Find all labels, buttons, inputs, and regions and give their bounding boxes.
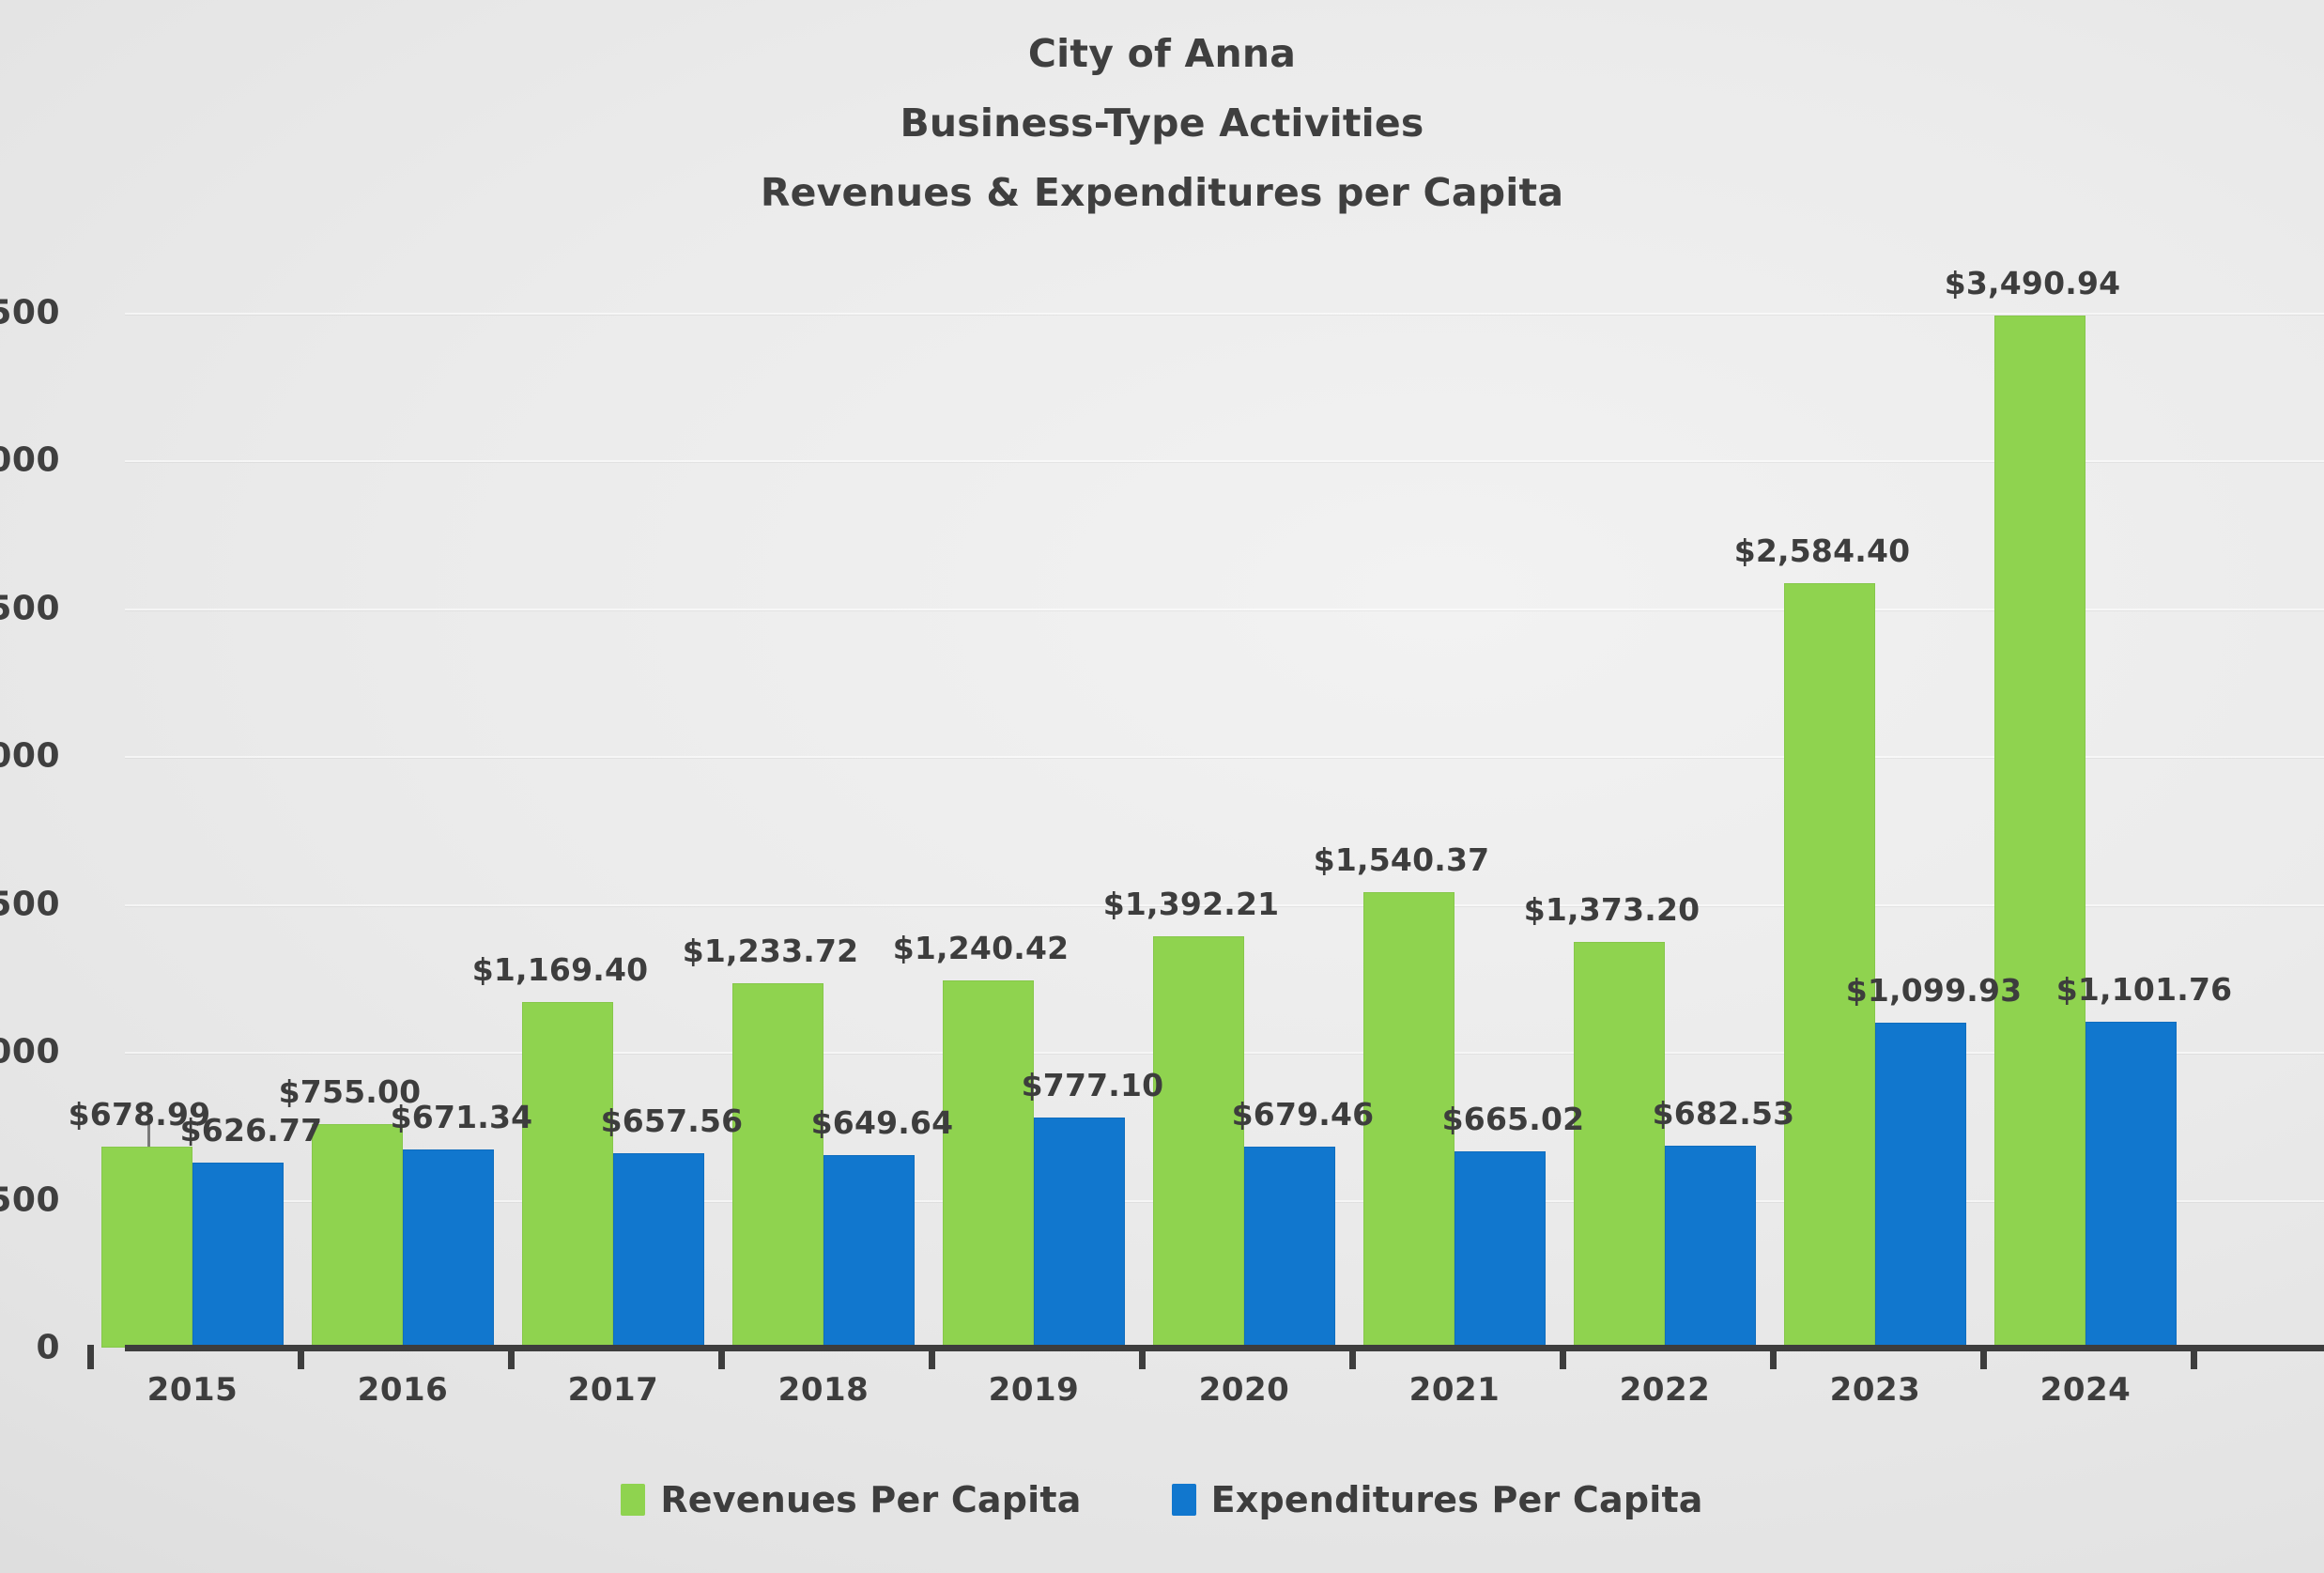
gridline-2500 [125, 608, 2324, 610]
value-label-expenditures-2018: $649.64 [810, 1104, 954, 1142]
value-label-expenditures-2021: $665.02 [1441, 1100, 1585, 1137]
bar-revenues-2021[interactable] [1363, 892, 1454, 1348]
bar-expenditures-2021[interactable] [1454, 1150, 1546, 1348]
legend-swatch-icon [621, 1484, 646, 1516]
bar-expenditures-2018[interactable] [823, 1155, 915, 1348]
bar-expenditures-2016[interactable] [403, 1149, 494, 1348]
page-title: City of Anna Business-Type Activities Re… [0, 19, 2324, 227]
y-axis-tick-label: 2,500 [0, 589, 60, 628]
value-label-revenues-2021: $1,540.37 [1313, 841, 1490, 878]
gridline-2000 [125, 756, 2324, 759]
value-label-expenditures-2024: $1,101.76 [2055, 971, 2233, 1009]
bar-expenditures-2019[interactable] [1034, 1118, 1125, 1348]
value-label-expenditures-2020: $679.46 [1231, 1096, 1375, 1133]
value-label-expenditures-2022: $682.53 [1652, 1095, 1795, 1133]
value-label-revenues-2020: $1,392.21 [1102, 885, 1280, 922]
x-axis-tick-mark [1770, 1345, 1777, 1369]
bar-revenues-2020[interactable] [1153, 935, 1244, 1348]
y-axis-tick-label: 3,500 [0, 293, 60, 332]
value-label-revenues-2023: $2,584.40 [1733, 532, 1911, 570]
value-label-expenditures-2015: $626.77 [179, 1111, 323, 1149]
legend-label: Expenditures Per Capita [1210, 1479, 1703, 1520]
x-axis-label-2019: 2019 [988, 1371, 1080, 1409]
y-axis-tick-label: 0 [36, 1328, 60, 1367]
bar-expenditures-2023[interactable] [1875, 1022, 1966, 1348]
x-axis-label-2023: 2023 [1829, 1371, 1921, 1409]
plot-area [101, 313, 2324, 1348]
x-axis-tick-mark [929, 1345, 935, 1369]
x-axis-label-2016: 2016 [357, 1371, 449, 1409]
gridline-3000 [125, 460, 2324, 463]
x-axis-label-2022: 2022 [1619, 1371, 1711, 1409]
bar-revenues-2023[interactable] [1784, 583, 1875, 1348]
value-label-revenues-2024: $3,490.94 [1944, 264, 2121, 301]
value-label-expenditures-2017: $657.56 [600, 1102, 744, 1139]
x-axis-label-2021: 2021 [1408, 1371, 1501, 1409]
bar-revenues-2017[interactable] [522, 1001, 613, 1348]
legend-label: Revenues Per Capita [660, 1479, 1082, 1520]
value-label-revenues-2017: $1,169.40 [471, 950, 649, 988]
value-label-revenues-2016: $755.00 [278, 1073, 422, 1111]
value-label-expenditures-2016: $671.34 [390, 1098, 533, 1135]
value-label-revenues-2015: $678.99 [68, 1096, 211, 1133]
y-axis-tick-label: 500 [0, 1180, 60, 1220]
legend-swatch-icon [1171, 1484, 1196, 1516]
bar-revenues-2016[interactable] [312, 1124, 403, 1348]
x-axis-tick-mark [1139, 1345, 1146, 1369]
x-axis-label-2018: 2018 [777, 1371, 870, 1409]
leader-line-icon [146, 1115, 150, 1148]
x-axis-tick-mark [508, 1345, 515, 1369]
gridline-3500 [125, 313, 2324, 315]
y-axis-tick-label: 1,500 [0, 885, 60, 924]
legend-item-expenditures[interactable]: Expenditures Per Capita [1171, 1479, 1703, 1520]
value-label-expenditures-2023: $1,099.93 [1845, 971, 2023, 1009]
value-label-expenditures-2019: $777.10 [1021, 1067, 1164, 1104]
title-line-1: City of Anna [1027, 31, 1297, 76]
value-label-revenues-2022: $1,373.20 [1523, 890, 1701, 928]
x-axis-label-2015: 2015 [146, 1371, 239, 1409]
x-axis-line [125, 1345, 2324, 1351]
legend: Revenues Per Capita Expenditures Per Capi… [0, 1479, 2324, 1520]
legend-item-revenues[interactable]: Revenues Per Capita [621, 1479, 1081, 1520]
x-axis-tick-mark [1560, 1345, 1566, 1369]
bar-expenditures-2017[interactable] [613, 1152, 704, 1348]
bar-expenditures-2022[interactable] [1665, 1146, 1756, 1348]
x-axis-tick-mark [2191, 1345, 2197, 1369]
value-label-revenues-2018: $1,233.72 [682, 932, 859, 969]
bar-expenditures-2015[interactable] [192, 1162, 284, 1348]
y-axis-tick-label: 3,000 [0, 440, 60, 480]
bar-revenues-2022[interactable] [1574, 941, 1665, 1348]
title-line-2: Business-Type Activities [900, 100, 1424, 146]
bar-expenditures-2020[interactable] [1244, 1147, 1335, 1348]
x-axis-label-2017: 2017 [567, 1371, 659, 1409]
x-axis-tick-mark [718, 1345, 725, 1369]
x-axis-tick-mark [298, 1345, 304, 1369]
title-line-3: Revenues & Expenditures per Capita [760, 170, 1564, 215]
bar-revenues-2024[interactable] [1994, 315, 2085, 1348]
bar-expenditures-2024[interactable] [2085, 1022, 2177, 1348]
x-axis-tick-mark [1349, 1345, 1356, 1369]
x-axis-tick-mark [87, 1345, 94, 1369]
bar-revenues-2018[interactable] [732, 982, 823, 1348]
y-axis-tick-label: 2,000 [0, 736, 60, 776]
x-axis-tick-mark [1980, 1345, 1987, 1369]
x-axis-label-2024: 2024 [2039, 1371, 2132, 1409]
value-label-revenues-2019: $1,240.42 [892, 930, 1070, 967]
bar-revenues-2015[interactable] [101, 1147, 192, 1348]
bar-revenues-2019[interactable] [943, 980, 1034, 1348]
y-axis-tick-label: 1,000 [0, 1032, 60, 1072]
gridline-1500 [125, 903, 2324, 906]
x-axis-label-2020: 2020 [1198, 1371, 1290, 1409]
